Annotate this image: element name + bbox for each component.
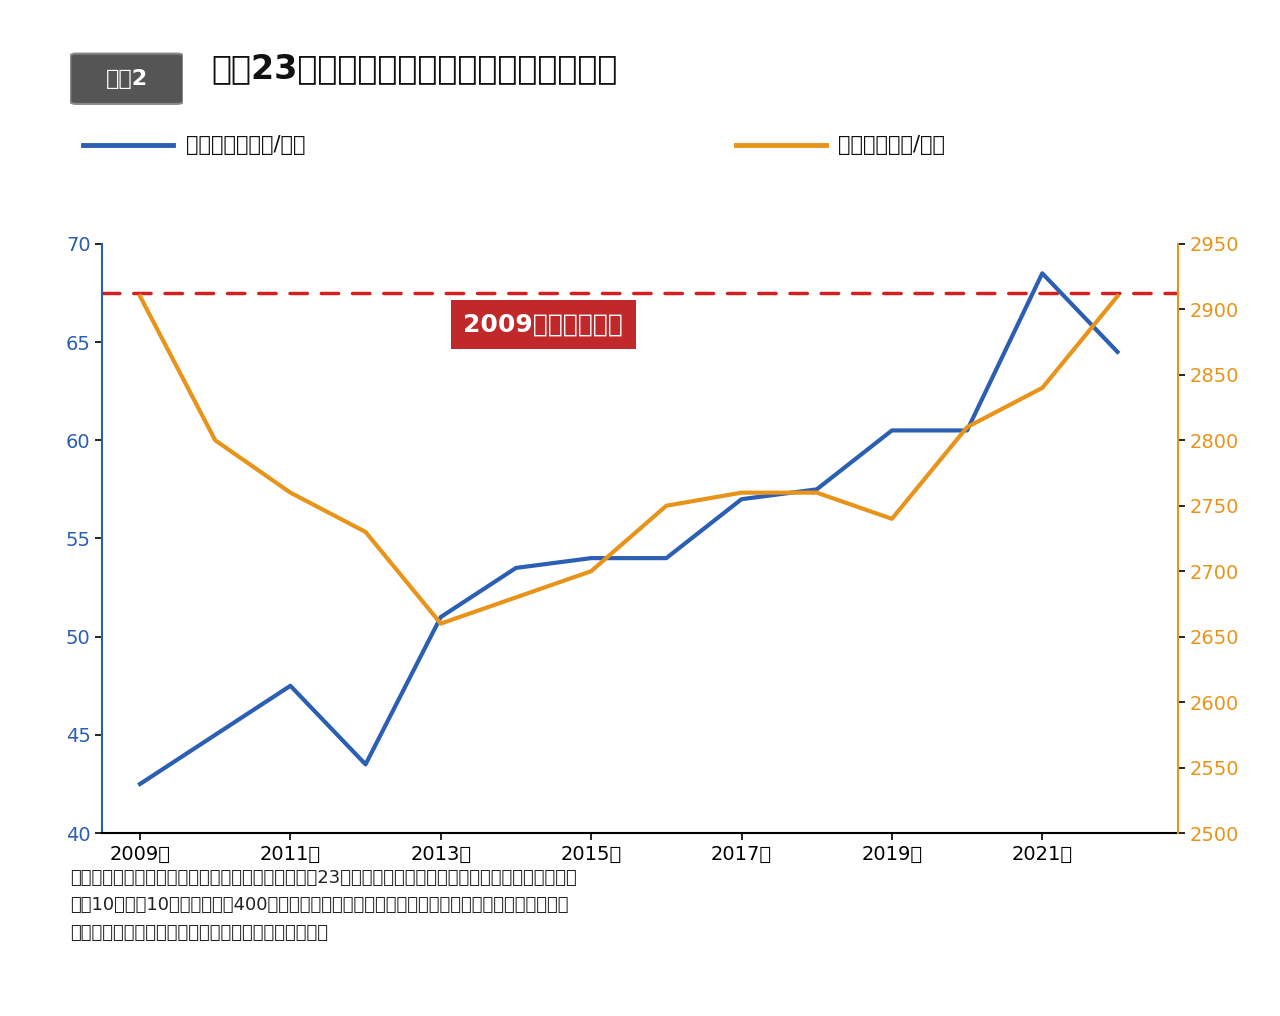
Text: 図表2: 図表2 <box>106 69 147 88</box>
FancyBboxPatch shape <box>70 54 183 104</box>
Text: 東京23区一棟アパート売買価格と賃料推移: 東京23区一棟アパート売買価格と賃料推移 <box>211 53 617 85</box>
Text: 売買単価（万円/㎡）: 売買単価（万円/㎡） <box>186 135 305 155</box>
Text: 2009年ごろの水準: 2009年ごろの水準 <box>463 313 623 336</box>
Text: （公益財団法人東日本不動産流通機構に登録された23区一棟アパートの成約データより、最寄り駅より
徒歩10分、築10年、延床面積400㎡の一棟アパート各年の平均成: （公益財団法人東日本不動産流通機構に登録された23区一棟アパートの成約データより… <box>70 869 577 942</box>
Text: 賃料単価（円/㎡）: 賃料単価（円/㎡） <box>838 135 946 155</box>
